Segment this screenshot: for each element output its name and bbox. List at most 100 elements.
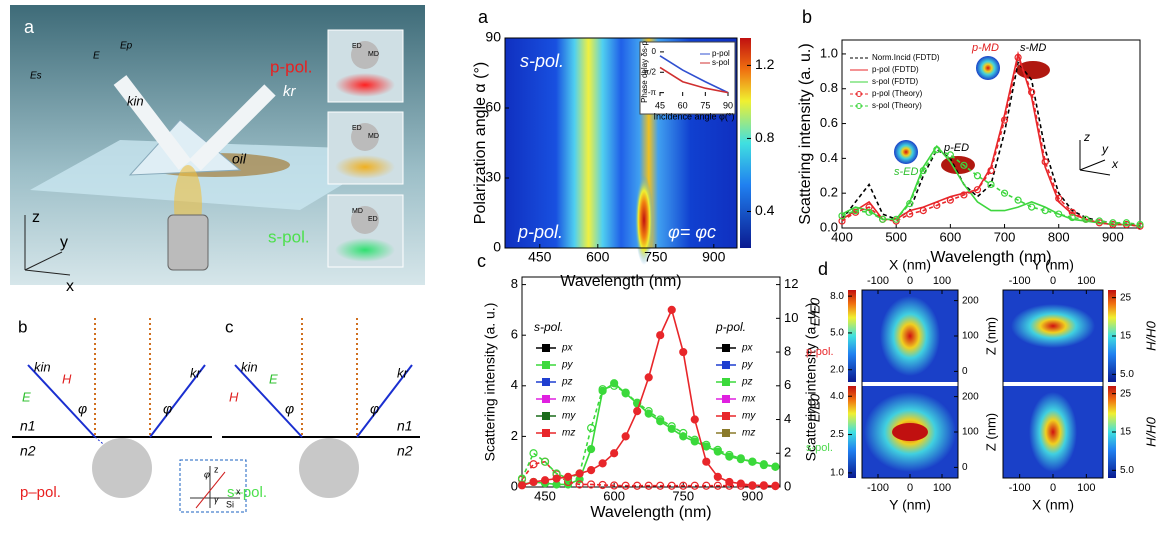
line bbox=[521, 384, 776, 480]
text-label: kin bbox=[127, 93, 144, 108]
text-label: z bbox=[214, 464, 219, 474]
marker bbox=[667, 305, 676, 314]
marker bbox=[587, 423, 596, 433]
tick-label: -π/2 bbox=[641, 67, 656, 76]
marker bbox=[690, 435, 699, 444]
marker bbox=[679, 428, 688, 438]
heatmap-hotspot bbox=[635, 175, 653, 265]
marker bbox=[587, 466, 596, 475]
marker bbox=[540, 476, 550, 485]
marker bbox=[919, 206, 927, 215]
map-fill bbox=[1011, 304, 1095, 348]
legend-label: p-pol bbox=[712, 49, 730, 58]
k-in bbox=[234, 364, 303, 438]
tick-label: 750 bbox=[672, 488, 694, 503]
text-label: p-ED bbox=[943, 142, 969, 154]
tick-label: 1.0 bbox=[820, 45, 838, 60]
tick-label: -100 bbox=[867, 275, 889, 287]
axis-title: H/H0 bbox=[1143, 416, 1158, 446]
legend-label: mx bbox=[742, 394, 756, 405]
text-label: Ep bbox=[120, 41, 133, 52]
marker bbox=[973, 186, 982, 194]
text-label: φ bbox=[285, 401, 294, 417]
axis-title: Wavelength (nm) bbox=[930, 249, 1051, 266]
sphere bbox=[351, 41, 379, 69]
marker bbox=[851, 206, 860, 215]
map-core bbox=[892, 423, 928, 441]
marker bbox=[621, 481, 630, 490]
marker bbox=[644, 481, 653, 490]
tick-label: 2.0 bbox=[830, 364, 844, 375]
tick-label: -π bbox=[648, 88, 657, 97]
marker bbox=[1068, 208, 1076, 216]
marker bbox=[838, 217, 846, 225]
tick-label: 700 bbox=[994, 229, 1016, 244]
marker bbox=[892, 215, 900, 223]
text-label: p-pol. bbox=[270, 57, 313, 76]
diagram-b bbox=[12, 318, 212, 498]
tick-label: 90 bbox=[485, 29, 501, 45]
inset-box bbox=[639, 41, 736, 115]
tick-label: 0 bbox=[907, 482, 913, 494]
axis-title: Wavelength (nm) bbox=[560, 273, 681, 290]
axes-icon bbox=[24, 215, 71, 276]
marker bbox=[748, 457, 757, 466]
marker bbox=[575, 480, 584, 489]
text-label: y bbox=[60, 234, 68, 251]
text-label: b bbox=[802, 7, 812, 27]
text-label: H bbox=[229, 389, 239, 404]
legend-marker bbox=[722, 344, 730, 352]
text-label: z bbox=[1083, 130, 1090, 144]
axis-title: X (nm) bbox=[1032, 497, 1074, 513]
text-label: φ bbox=[370, 401, 379, 417]
marker bbox=[1000, 116, 1009, 124]
marker bbox=[656, 331, 665, 340]
tick-label: 0.0 bbox=[820, 219, 838, 234]
marker bbox=[656, 415, 665, 424]
legend-marker bbox=[542, 378, 550, 386]
marker bbox=[865, 208, 873, 216]
marker bbox=[690, 415, 699, 424]
marker bbox=[690, 481, 699, 490]
marker bbox=[679, 347, 688, 357]
tick-label: 200 bbox=[962, 391, 979, 402]
marker bbox=[1095, 217, 1103, 225]
marker bbox=[725, 450, 734, 460]
axis-title: Polarization angle α (°) bbox=[472, 62, 489, 224]
marker bbox=[865, 203, 873, 211]
cone bbox=[335, 155, 395, 179]
cone bbox=[335, 238, 395, 262]
marker bbox=[771, 462, 780, 471]
text-label: n1 bbox=[397, 418, 413, 434]
legend-label: py bbox=[561, 360, 574, 371]
tick-label: 75 bbox=[700, 100, 710, 110]
tick-label: 600 bbox=[586, 249, 610, 265]
marker bbox=[1028, 203, 1036, 211]
marker bbox=[667, 422, 676, 431]
text-label: φ bbox=[163, 401, 172, 417]
marker bbox=[987, 166, 995, 175]
plot-frame bbox=[504, 37, 738, 249]
marker bbox=[906, 210, 914, 218]
marker bbox=[946, 196, 954, 204]
tick-label: 450 bbox=[534, 488, 556, 503]
tick-label: 45 bbox=[655, 100, 665, 110]
tick-label: 0 bbox=[784, 478, 791, 493]
tick-label: 900 bbox=[742, 488, 764, 503]
k-r bbox=[149, 364, 206, 438]
text-label: d bbox=[818, 259, 828, 279]
legend-marker bbox=[542, 412, 550, 420]
legend-label: mz bbox=[742, 428, 755, 439]
sphere bbox=[351, 123, 379, 151]
colorbar bbox=[740, 38, 751, 248]
tick-label: 100 bbox=[962, 331, 979, 342]
tick-label: 5.0 bbox=[1120, 465, 1134, 476]
marker bbox=[1041, 206, 1049, 215]
marker bbox=[529, 449, 538, 458]
text-label: b bbox=[18, 317, 27, 336]
marker bbox=[633, 481, 642, 490]
tick-label: 0.4 bbox=[755, 202, 775, 218]
legend-label: mx bbox=[562, 394, 576, 405]
line bbox=[841, 144, 1141, 228]
